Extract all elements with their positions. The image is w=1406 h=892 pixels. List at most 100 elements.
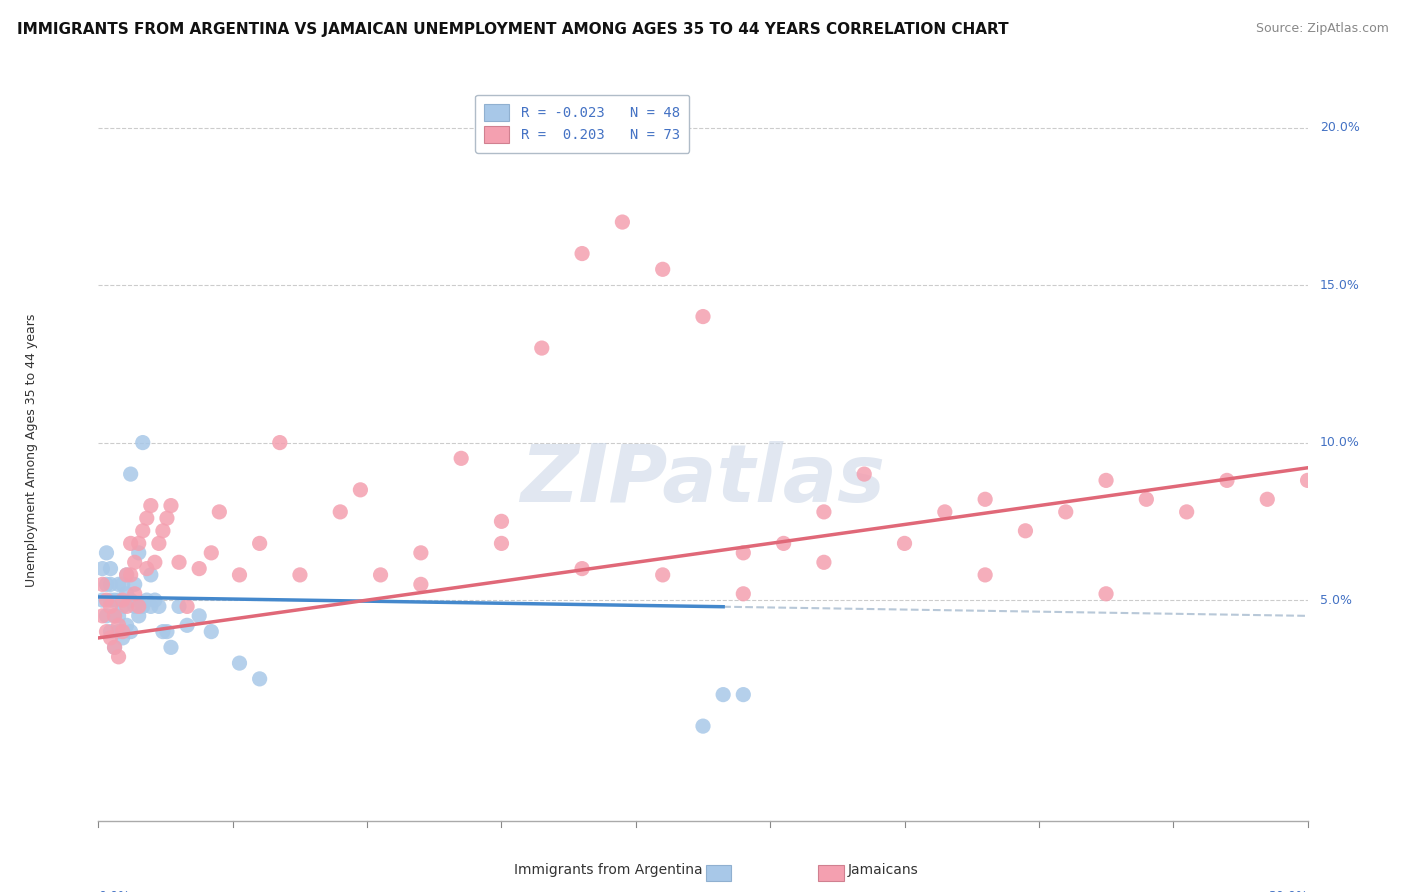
Text: 20.0%: 20.0% (1320, 121, 1360, 134)
Text: 30.0%: 30.0% (1268, 890, 1308, 892)
Point (107, 618, 129, 632)
Point (160, 640, 183, 655)
Point (176, 599, 198, 614)
Point (692, 719, 714, 733)
Point (1175, 505, 1198, 519)
Point (200, 546, 222, 560)
Point (176, 618, 198, 632)
Point (96, 593, 118, 607)
Point (530, 341, 553, 355)
Point (91, 608, 114, 623)
Point (1054, 505, 1077, 519)
Point (111, 624, 134, 639)
Point (148, 536, 170, 550)
Point (409, 577, 432, 591)
Point (107, 593, 129, 607)
Point (139, 599, 162, 614)
Point (128, 599, 150, 614)
Point (103, 608, 125, 623)
Point (1095, 587, 1118, 601)
Point (132, 524, 155, 538)
Point (100, 624, 122, 639)
Point (208, 505, 231, 519)
Point (974, 492, 997, 507)
Point (103, 640, 125, 655)
Point (152, 524, 174, 538)
Point (100, 593, 122, 607)
Point (115, 587, 138, 601)
Point (115, 599, 138, 614)
Point (772, 536, 794, 550)
Point (111, 599, 134, 614)
Text: 0.0%: 0.0% (98, 890, 131, 892)
Point (96, 624, 118, 639)
Point (491, 536, 513, 550)
Point (143, 555, 166, 569)
Point (269, 435, 291, 450)
Text: Source: ZipAtlas.com: Source: ZipAtlas.com (1256, 22, 1389, 36)
Point (103, 608, 125, 623)
Point (651, 568, 673, 582)
Text: 15.0%: 15.0% (1320, 278, 1360, 292)
Point (156, 511, 179, 525)
Point (288, 568, 311, 582)
Point (124, 599, 146, 614)
Point (107, 649, 129, 664)
Point (111, 577, 134, 591)
Point (733, 688, 755, 702)
Point (115, 568, 138, 582)
Point (1296, 474, 1319, 488)
Point (96, 546, 118, 560)
Point (120, 593, 142, 607)
Point (853, 467, 876, 481)
Point (450, 451, 472, 466)
Point (103, 593, 125, 607)
Point (491, 514, 513, 528)
Point (128, 608, 150, 623)
Point (107, 624, 129, 639)
Point (91, 561, 114, 575)
Point (1014, 524, 1036, 538)
Point (111, 593, 134, 607)
Point (167, 599, 190, 614)
Point (143, 593, 166, 607)
Point (135, 511, 157, 525)
Point (156, 624, 179, 639)
Point (1216, 474, 1239, 488)
Point (124, 577, 146, 591)
Point (813, 505, 835, 519)
Point (120, 624, 142, 639)
Point (228, 568, 250, 582)
Point (124, 555, 146, 569)
Point (120, 536, 142, 550)
Point (148, 599, 170, 614)
Point (167, 555, 190, 569)
Point (329, 505, 352, 519)
Point (200, 624, 222, 639)
Point (152, 624, 174, 639)
Point (651, 262, 673, 277)
Point (813, 555, 835, 569)
Point (228, 656, 250, 670)
Point (188, 561, 211, 575)
Legend: R = -0.023   N = 48, R =  0.203   N = 73: R = -0.023 N = 48, R = 0.203 N = 73 (475, 95, 689, 153)
Point (139, 568, 162, 582)
Point (188, 608, 211, 623)
Point (139, 499, 162, 513)
Point (91, 593, 114, 607)
Point (96, 608, 118, 623)
Text: Jamaicans: Jamaicans (848, 863, 918, 877)
Text: IMMIGRANTS FROM ARGENTINA VS JAMAICAN UNEMPLOYMENT AMONG AGES 35 TO 44 YEARS COR: IMMIGRANTS FROM ARGENTINA VS JAMAICAN UN… (17, 22, 1008, 37)
Point (91, 577, 114, 591)
Point (100, 631, 122, 645)
Point (612, 215, 634, 229)
Text: ZIPatlas: ZIPatlas (520, 441, 886, 519)
Point (349, 483, 371, 497)
Point (115, 568, 138, 582)
Point (249, 672, 271, 686)
Point (120, 568, 142, 582)
Point (135, 593, 157, 607)
Point (160, 499, 183, 513)
Point (934, 505, 956, 519)
Point (124, 587, 146, 601)
